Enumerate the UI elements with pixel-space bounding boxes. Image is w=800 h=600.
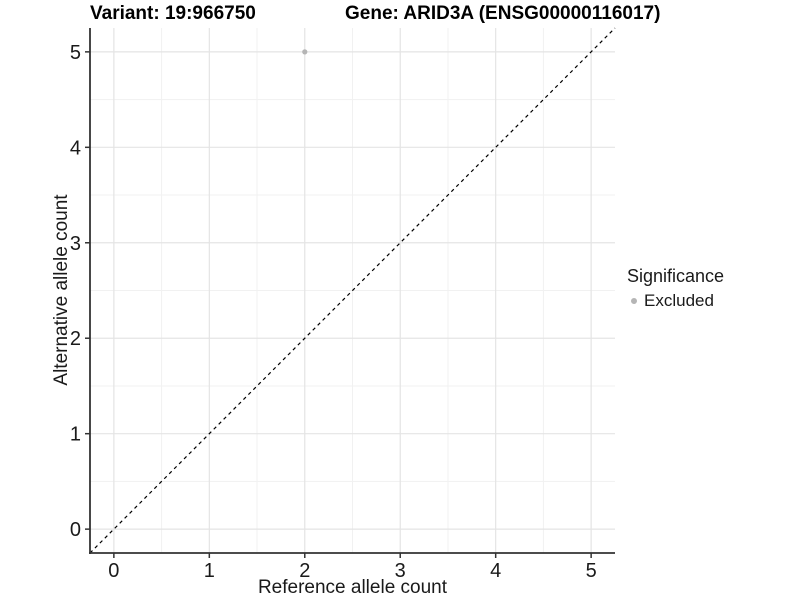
x-tick-label: 5	[586, 560, 597, 582]
y-tick-label: 1	[70, 424, 81, 446]
x-tick-label: 4	[490, 560, 501, 582]
legend-key-dot-icon	[631, 298, 637, 304]
variant-title: Variant: 19:966750	[90, 3, 256, 24]
x-tick-label: 2	[299, 560, 310, 582]
y-tick-label: 0	[70, 519, 81, 541]
y-tick-label: 5	[70, 42, 81, 64]
x-tick-label: 0	[108, 560, 119, 582]
legend: Significance Excluded	[627, 264, 724, 313]
x-axis-title: Reference allele count	[257, 577, 448, 598]
x-tick-label: 3	[395, 560, 406, 582]
legend-title: Significance	[627, 266, 725, 286]
x-tick-label: 1	[204, 560, 215, 582]
gene-title: Gene: ARID3A (ENSG00000116017)	[345, 3, 661, 24]
y-tick-label: 4	[70, 137, 81, 159]
y-tick-label: 3	[70, 233, 81, 255]
y-axis-title: Alternative allele count	[51, 194, 72, 386]
data-point	[302, 49, 308, 55]
identity-line	[89, 27, 616, 554]
y-tick-label: 2	[70, 328, 81, 350]
legend-items: Excluded	[627, 289, 724, 313]
legend-item: Excluded	[627, 289, 724, 313]
legend-item-label: Excluded	[644, 291, 714, 310]
